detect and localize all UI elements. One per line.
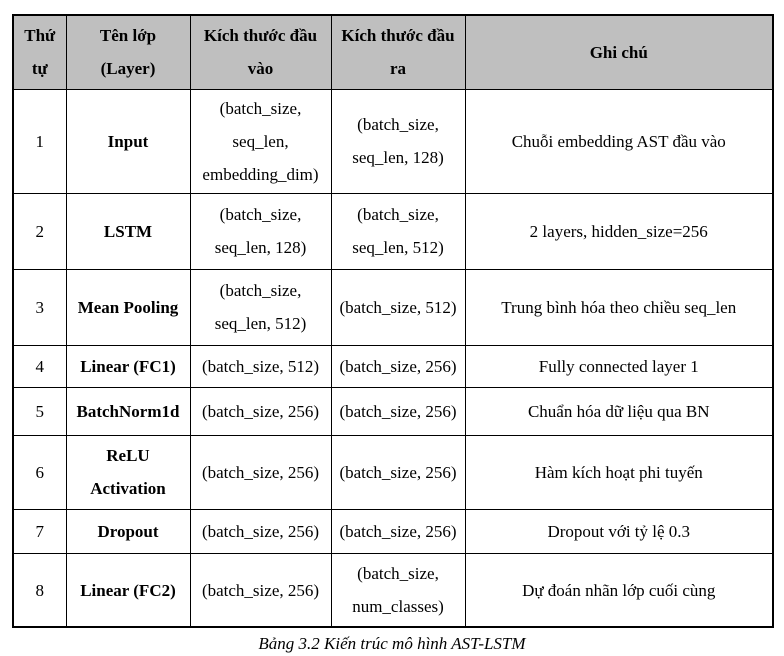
- cell-input-size: (batch_size, 256): [189, 508, 332, 554]
- cell-layer-name: LSTM: [65, 192, 191, 270]
- cell-input-size: (batch_size, 256): [189, 386, 332, 436]
- table-row: 7 Dropout (batch_size, 256) (batch_size,…: [12, 508, 774, 554]
- table-row: 3 Mean Pooling (batch_size, seq_len, 512…: [12, 268, 774, 346]
- table-row: 2 LSTM (batch_size, seq_len, 128) (batch…: [12, 192, 774, 270]
- cell-input-size: (batch_size, 256): [189, 552, 332, 628]
- cell-output-size: (batch_size, 256): [330, 434, 466, 510]
- cell-note: Fully connected layer 1: [464, 344, 774, 388]
- cell-note: 2 layers, hidden_size=256: [464, 192, 774, 270]
- cell-input-size: (batch_size, 512): [189, 344, 332, 388]
- header-cell-note: Ghi chú: [464, 14, 774, 90]
- table-row: 1 Input (batch_size, seq_len, embedding_…: [12, 88, 774, 194]
- header-cell-input-size: Kích thước đầu vào: [189, 14, 332, 90]
- cell-order: 4: [12, 344, 67, 388]
- table-row: 4 Linear (FC1) (batch_size, 512) (batch_…: [12, 344, 774, 388]
- cell-output-size: (batch_size, num_classes): [330, 552, 466, 628]
- table-header-row: Thứ tự Tên lớp (Layer) Kích thước đầu và…: [12, 14, 774, 90]
- cell-layer-name: Dropout: [65, 508, 191, 554]
- table-row: 5 BatchNorm1d (batch_size, 256) (batch_s…: [12, 386, 774, 436]
- cell-input-size: (batch_size, seq_len, 128): [189, 192, 332, 270]
- cell-output-size: (batch_size, 256): [330, 344, 466, 388]
- layer-architecture-table: Thứ tự Tên lớp (Layer) Kích thước đầu và…: [12, 14, 774, 629]
- cell-order: 2: [12, 192, 67, 270]
- cell-order: 7: [12, 508, 67, 554]
- cell-output-size: (batch_size, 256): [330, 508, 466, 554]
- cell-note: Dropout với tỷ lệ 0.3: [464, 508, 774, 554]
- cell-order: 8: [12, 552, 67, 628]
- cell-layer-name: ReLU Activation: [65, 434, 191, 510]
- header-cell-output-size: Kích thước đầu ra: [330, 14, 466, 90]
- cell-input-size: (batch_size, 256): [189, 434, 332, 510]
- cell-order: 6: [12, 434, 67, 510]
- cell-note: Chuẩn hóa dữ liệu qua BN: [464, 386, 774, 436]
- cell-order: 1: [12, 88, 67, 194]
- header-cell-order: Thứ tự: [12, 14, 67, 90]
- cell-output-size: (batch_size, 512): [330, 268, 466, 346]
- cell-layer-name: Input: [65, 88, 191, 194]
- cell-output-size: (batch_size, 256): [330, 386, 466, 436]
- cell-note: Trung bình hóa theo chiều seq_len: [464, 268, 774, 346]
- header-cell-layer: Tên lớp (Layer): [65, 14, 191, 90]
- table-row: 6 ReLU Activation (batch_size, 256) (bat…: [12, 434, 774, 510]
- table-caption: Bảng 3.2 Kiến trúc mô hình AST-LSTM: [258, 634, 526, 654]
- cell-layer-name: Mean Pooling: [65, 268, 191, 346]
- cell-output-size: (batch_size, seq_len, 128): [330, 88, 466, 194]
- cell-input-size: (batch_size, seq_len, 512): [189, 268, 332, 346]
- cell-note: Dự đoán nhãn lớp cuối cùng: [464, 552, 774, 628]
- cell-input-size: (batch_size, seq_len, embedding_dim): [189, 88, 332, 194]
- cell-note: Hàm kích hoạt phi tuyến: [464, 434, 774, 510]
- cell-order: 3: [12, 268, 67, 346]
- cell-layer-name: Linear (FC2): [65, 552, 191, 628]
- cell-order: 5: [12, 386, 67, 436]
- cell-output-size: (batch_size, seq_len, 512): [330, 192, 466, 270]
- cell-note: Chuỗi embedding AST đầu vào: [464, 88, 774, 194]
- table-row: 8 Linear (FC2) (batch_size, 256) (batch_…: [12, 552, 774, 628]
- cell-layer-name: BatchNorm1d: [65, 386, 191, 436]
- cell-layer-name: Linear (FC1): [65, 344, 191, 388]
